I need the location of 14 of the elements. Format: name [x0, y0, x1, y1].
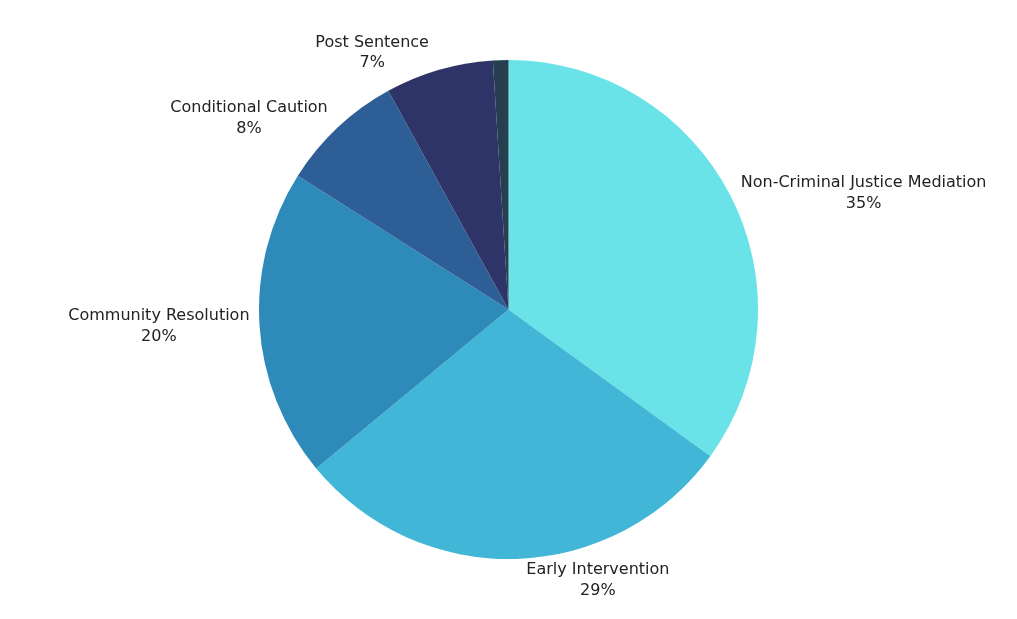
data-label: 35%	[845, 193, 882, 213]
pie-slice	[492, 60, 509, 310]
slice-label: Community Resolution	[68, 305, 250, 325]
pie-slice	[316, 309, 711, 559]
slice-label: Post Sentence	[315, 31, 429, 51]
data-label: 29%	[580, 579, 616, 599]
data-label: 7%	[359, 52, 385, 72]
data-label: 8%	[236, 117, 262, 137]
data-label: 20%	[141, 326, 177, 346]
pie-slice	[388, 60, 509, 310]
slice-label: Early Intervention	[526, 558, 670, 578]
slice-label: Conditional Caution	[170, 97, 328, 117]
pie-slice	[259, 175, 509, 469]
slice-label: Non-Criminal Justice Mediation	[740, 172, 987, 192]
